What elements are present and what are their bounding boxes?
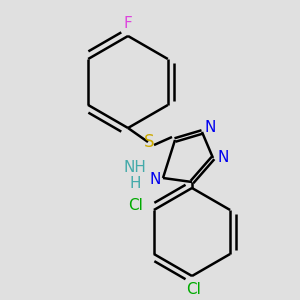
Text: F: F — [124, 16, 132, 32]
Text: N: N — [217, 151, 229, 166]
Text: N: N — [149, 172, 161, 188]
Text: NH: NH — [124, 160, 146, 175]
Text: H: H — [129, 176, 141, 190]
Text: Cl: Cl — [128, 199, 143, 214]
Text: N: N — [204, 121, 216, 136]
Text: S: S — [144, 133, 154, 151]
Text: Cl: Cl — [187, 283, 201, 298]
